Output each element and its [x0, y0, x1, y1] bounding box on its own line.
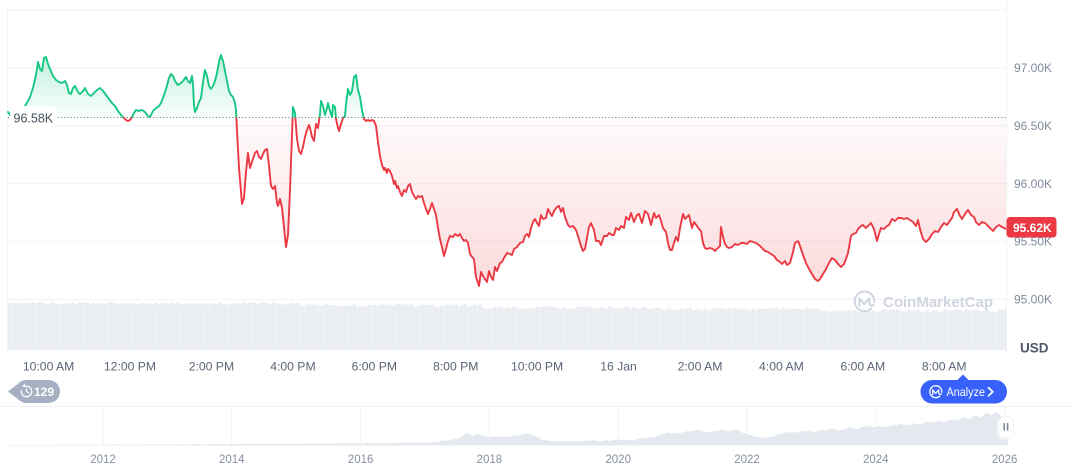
- svg-text:95.50K: 95.50K: [1014, 235, 1052, 249]
- svg-text:16 Jan: 16 Jan: [600, 360, 637, 374]
- svg-text:96.58K: 96.58K: [14, 112, 54, 126]
- svg-text:8:00 AM: 8:00 AM: [922, 360, 967, 374]
- svg-text:2012: 2012: [90, 454, 116, 466]
- svg-text:6:00 AM: 6:00 AM: [840, 360, 885, 374]
- svg-text:95.00K: 95.00K: [1014, 293, 1052, 307]
- svg-text:2018: 2018: [477, 454, 503, 466]
- svg-text:10:00 AM: 10:00 AM: [23, 360, 75, 374]
- svg-text:2024: 2024: [863, 454, 889, 466]
- svg-text:CoinMarketCap: CoinMarketCap: [883, 294, 993, 311]
- svg-text:8:00 PM: 8:00 PM: [433, 360, 478, 374]
- svg-text:2026: 2026: [992, 454, 1018, 466]
- svg-text:96.50K: 96.50K: [1014, 119, 1052, 133]
- svg-text:95.62K: 95.62K: [1013, 221, 1052, 235]
- svg-text:Analyze: Analyze: [947, 385, 986, 399]
- svg-text:97.00K: 97.00K: [1014, 61, 1052, 75]
- svg-text:96.00K: 96.00K: [1014, 177, 1052, 191]
- svg-text:4:00 AM: 4:00 AM: [759, 360, 804, 374]
- svg-text:2022: 2022: [734, 454, 760, 466]
- svg-text:6:00 PM: 6:00 PM: [352, 360, 397, 374]
- svg-text:2:00 PM: 2:00 PM: [189, 360, 234, 374]
- svg-text:10:00 PM: 10:00 PM: [511, 360, 563, 374]
- svg-text:USD: USD: [1020, 341, 1049, 356]
- svg-text:129: 129: [34, 385, 54, 399]
- svg-text:4:00 PM: 4:00 PM: [270, 360, 315, 374]
- svg-text:2:00 AM: 2:00 AM: [678, 360, 723, 374]
- svg-text:2016: 2016: [348, 454, 374, 466]
- svg-text:2020: 2020: [605, 454, 631, 466]
- svg-text:2014: 2014: [219, 454, 245, 466]
- svg-text:12:00 PM: 12:00 PM: [104, 360, 156, 374]
